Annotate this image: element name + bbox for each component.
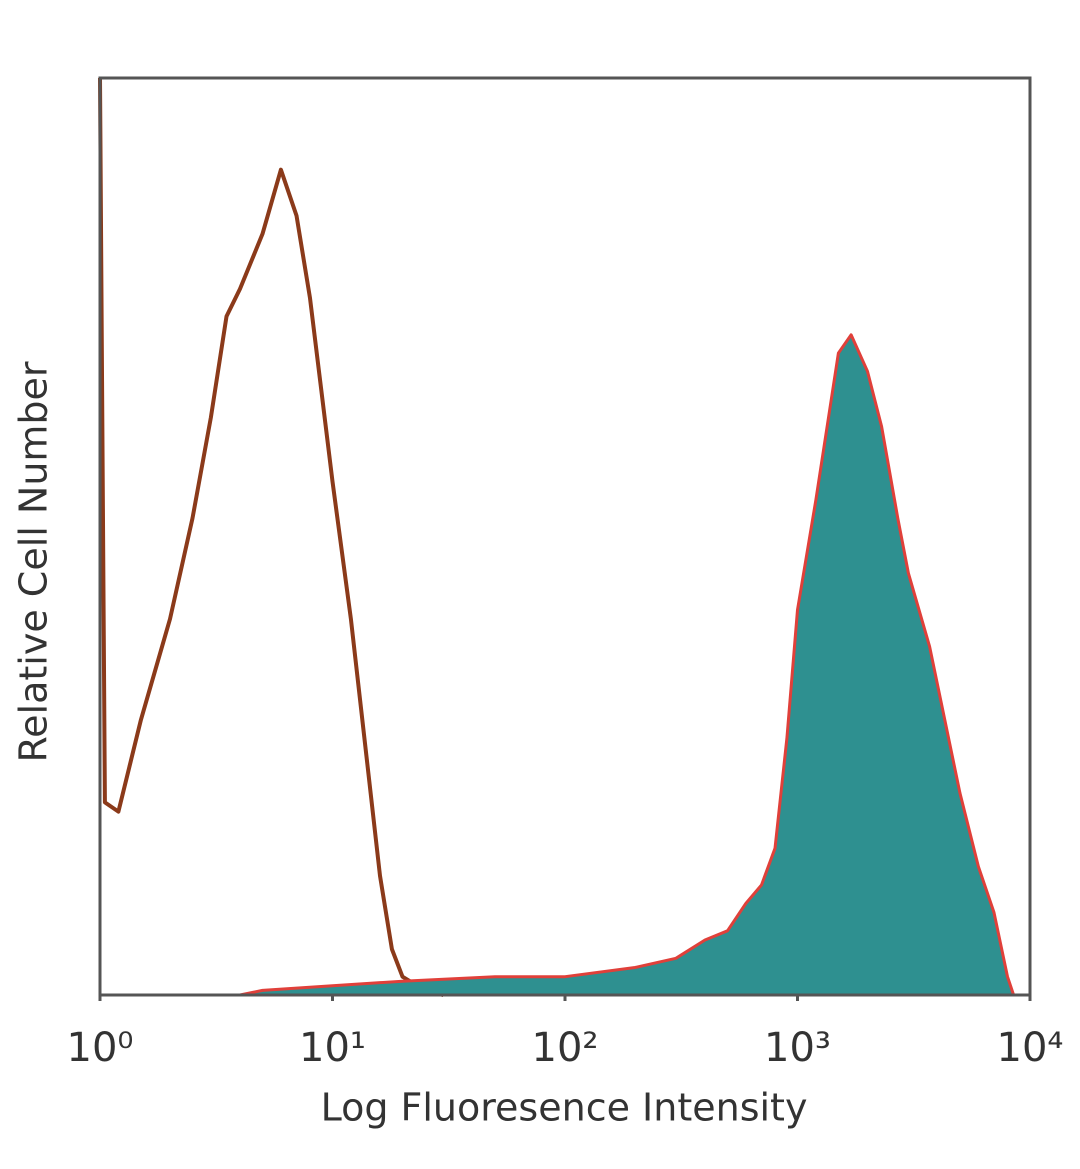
y-axis-label: Relative Cell Number <box>12 361 56 762</box>
histogram-line <box>98 77 444 997</box>
x-tick-label: 10³ <box>764 1025 831 1071</box>
histogram-area <box>238 333 1016 997</box>
x-tick-label: 10⁴ <box>997 1025 1064 1071</box>
x-tick-label: 10² <box>532 1025 599 1071</box>
x-tick-label: 10¹ <box>299 1025 366 1071</box>
x-axis-label: Log Fluoresence Intensity <box>321 1086 808 1130</box>
x-tick-label: 10⁰ <box>67 1025 134 1071</box>
